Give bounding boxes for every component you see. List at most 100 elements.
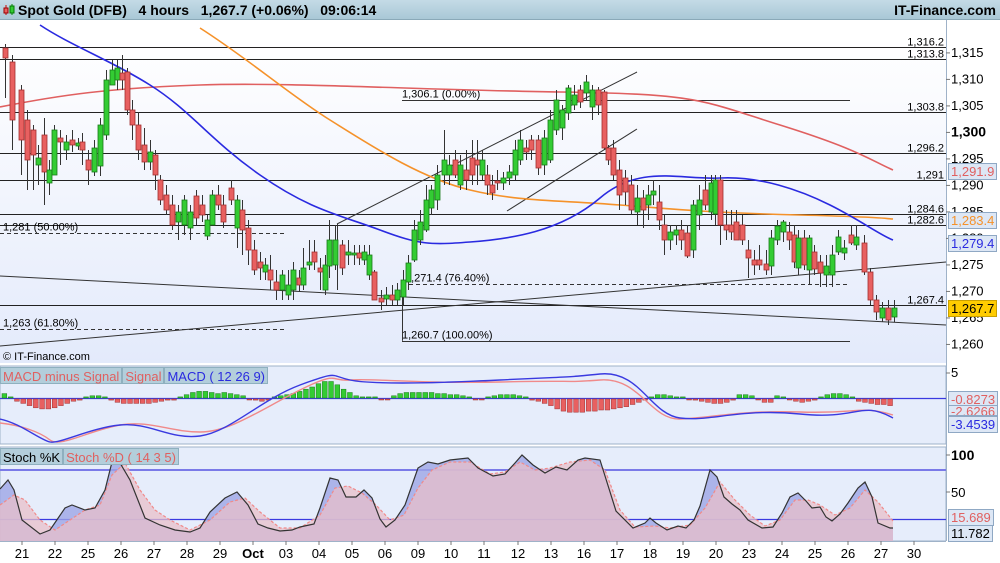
macd-hist-bar: [874, 398, 881, 405]
macd-hist-bar: [843, 394, 849, 399]
watermark: © IT-Finance.com: [3, 351, 90, 363]
candle: [152, 150, 159, 190]
candle: [157, 175, 164, 205]
candle: [774, 220, 781, 245]
candle: [645, 185, 652, 220]
macd-hist-bar: [611, 398, 617, 410]
candle: [267, 255, 274, 290]
candle: [366, 245, 373, 280]
x-axis-label: 22: [48, 546, 62, 561]
x-axis-label: 20: [709, 546, 723, 561]
x-axis-label: 23: [742, 546, 756, 561]
macd-hist-bar: [384, 398, 391, 401]
macd-hist-bar: [516, 395, 523, 399]
x-axis-label: 26: [841, 546, 855, 561]
macd-hist-bar: [686, 398, 692, 401]
candlestick-logo-icon: [3, 4, 15, 15]
legend-macd[interactable]: MACD ( 12 26 9): [164, 367, 269, 384]
legend-macd-signal[interactable]: Signal: [122, 367, 165, 384]
candle: [733, 210, 740, 241]
candle: [684, 225, 691, 258]
macd-hist-bar: [410, 392, 416, 399]
candle: [423, 185, 430, 232]
candle: [879, 302, 886, 322]
x-axis-label: 11: [477, 546, 491, 561]
macd-hist-bar: [158, 398, 165, 402]
candle: [18, 85, 25, 175]
x-axis-label: 10: [444, 546, 458, 561]
candle: [795, 230, 802, 275]
macd-hist-bar: [680, 396, 686, 399]
ma50-line: [39, 24, 894, 245]
price-axis-label: 1,305: [951, 98, 984, 113]
price-axis-label: 1,290: [951, 177, 984, 192]
candle: [378, 290, 385, 310]
candle: [616, 160, 623, 210]
candle: [57, 130, 64, 165]
macd-hist-bar: [133, 398, 139, 404]
stoch-legend: Stoch %K Stoch %D ( 14 3 5): [0, 448, 179, 465]
candle: [634, 185, 641, 225]
level-label: 1,316.2: [907, 37, 944, 49]
candle: [823, 255, 830, 287]
candle: [262, 258, 269, 280]
candle: [756, 245, 763, 270]
macd-hist-bar: [366, 396, 372, 399]
macd-signal-tag: -2.6266: [948, 405, 999, 416]
macd-hist-bar: [14, 398, 20, 402]
price-axis-label: 1,275: [951, 257, 984, 272]
macd-hist-bar: [768, 398, 774, 403]
macd-hist-bar: [322, 381, 328, 399]
macd-hist-bar: [397, 393, 403, 399]
candle: [696, 185, 703, 230]
macd-hist-bar: [837, 393, 843, 399]
macd-hist-bar: [171, 398, 177, 401]
macd-hist-bar: [1, 393, 8, 399]
macd-hist-bar: [309, 386, 315, 399]
candle: [811, 245, 818, 275]
macd-hist-bar: [435, 393, 441, 399]
candle: [290, 262, 297, 300]
legend-stoch-k[interactable]: Stoch %K: [0, 448, 64, 465]
candle: [124, 68, 131, 115]
candle: [517, 130, 524, 165]
x-axis-label: 27: [874, 546, 888, 561]
macd-hist-bar: [334, 384, 340, 399]
legend-macd-hist[interactable]: MACD minus Signal: [0, 367, 123, 384]
macd-hist-bar: [692, 398, 699, 401]
macd-hist-bar: [422, 392, 428, 399]
candle: [577, 85, 584, 108]
macd-hist-bar: [114, 398, 121, 403]
macd-hist-bar: [780, 396, 786, 399]
candle: [103, 70, 110, 140]
stoch-d-line: [0, 459, 894, 531]
macd-hist-bar: [799, 398, 805, 403]
x-axis-label: 21: [15, 546, 29, 561]
candle: [861, 235, 868, 275]
x-axis-label: 05: [345, 546, 359, 561]
stoch-d-tag: 15.689: [948, 509, 994, 526]
legend-stoch-d[interactable]: Stoch %D ( 14 3 5): [63, 448, 179, 465]
candle: [601, 90, 608, 150]
macd-hist-bar: [315, 383, 322, 399]
candle: [24, 110, 31, 190]
macd-hist-bar: [655, 394, 661, 399]
price-axis-label: 1,260: [951, 336, 984, 351]
macd-hist-bar: [196, 391, 202, 399]
macd-hist-bar: [146, 398, 152, 404]
macd-hist-bar: [253, 398, 259, 401]
candle: [228, 180, 235, 205]
brand-label: IT-Finance.com: [894, 2, 996, 18]
macd-hist-bar: [152, 398, 158, 403]
macd-hist-bar: [636, 398, 642, 403]
macd-hist-bar: [227, 393, 234, 399]
price-axis-label: 1,310: [951, 71, 984, 86]
macd-hist-bar: [39, 398, 45, 410]
candle: [780, 220, 787, 242]
x-axis-label: 18: [643, 546, 657, 561]
macd-hist-bar: [102, 396, 108, 399]
macd-hist-bar: [45, 398, 52, 410]
macd-hist-bar: [215, 393, 221, 399]
macd-hist-bar: [824, 394, 830, 399]
